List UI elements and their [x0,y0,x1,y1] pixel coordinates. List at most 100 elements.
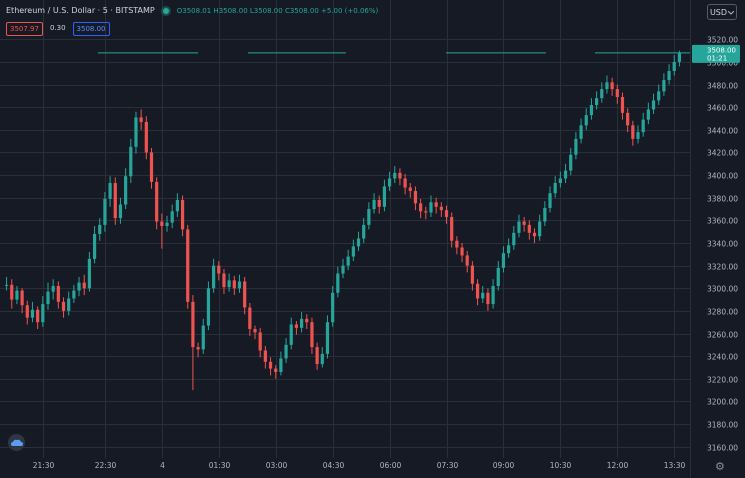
candle-body [279,358,283,372]
candle [201,318,205,354]
price-grid [0,39,690,448]
candle-body [222,273,226,288]
candle [92,226,97,264]
candle [455,236,459,255]
candle-body [289,324,293,345]
candle [258,327,262,358]
candle [367,202,371,230]
candle-body [294,324,299,328]
candle [465,250,469,273]
candle [517,214,521,238]
candle-body [87,258,92,289]
candle-body [574,138,578,155]
candle-body [20,290,24,306]
price-tick-label: 3300.00 [707,285,738,294]
candle-body [398,172,402,179]
candle-body [232,280,236,289]
candle [310,317,314,354]
candle [403,173,407,195]
candle-body [341,265,345,274]
candle [82,274,86,296]
candle [569,147,573,176]
chevron-down-icon [727,8,735,17]
candle-body [175,200,179,212]
candle-body [372,200,376,210]
candle-body [274,368,278,372]
candle [512,226,516,250]
candle [408,183,412,198]
tradingview-cloud-icon[interactable] [8,434,25,451]
candle [20,288,24,314]
candle-body [77,282,81,291]
candle-body [543,207,547,222]
candle-body [481,292,485,299]
buy-button[interactable]: 3508.00 [72,22,110,36]
price-tick-label: 3180.00 [707,421,738,430]
candle-body [331,292,335,323]
candle [331,286,335,327]
candle-body [124,176,128,205]
candle [450,212,454,248]
candle [641,112,645,137]
candle-body [25,305,29,318]
order-panel: 3507.97 0.30 3508.00 [6,22,110,36]
candle-body [263,350,267,362]
candle [439,202,443,217]
candle [419,198,423,219]
candle-body [408,187,412,191]
candle-body [677,52,682,62]
time-tick-label: 03:00 [266,461,288,470]
candle [77,276,81,297]
candle [237,274,242,293]
candle [61,297,66,318]
candle-body [563,170,568,179]
candle-body [646,109,650,120]
candle-body [36,309,40,323]
candle-body [667,71,671,81]
currency-label: USD [709,7,728,17]
price-tick-label: 3420.00 [707,149,738,158]
currency-button[interactable]: USD [707,4,737,20]
candle-body [356,238,361,247]
candle [372,193,376,214]
candle [341,258,345,279]
candle [574,132,578,160]
price-tick-label: 3480.00 [707,82,738,91]
candle [615,84,619,104]
price-axis[interactable]: 3160.00 3180.00 3200.00 3220.00 3240.00 3260.… [690,0,745,478]
candle-body [346,256,350,266]
bar-countdown: 01:21 [707,54,727,62]
sell-button[interactable]: 3507.97 [6,22,43,36]
candle [118,197,123,224]
candle [227,273,231,292]
candle-body [237,281,242,289]
candle [460,243,464,263]
candle [672,55,676,76]
candle [325,315,330,359]
candle [113,177,117,225]
price-tick-label: 3260.00 [707,331,738,340]
candle-body [310,322,314,348]
candle-body [51,286,55,292]
candle-body [517,221,521,233]
candle-body [325,322,330,354]
candle [217,261,221,281]
time-tick-label: 10:30 [550,461,572,470]
candle-body [522,221,526,225]
time-tick-label: 22:30 [95,461,117,470]
symbol-header[interactable]: Ethereum / U.S. Dollar · 5 · BITSTAMP O3… [6,6,378,15]
candle-body [113,183,117,219]
candle [320,347,324,368]
candle [124,168,128,210]
candle [4,276,9,291]
candle-body [501,253,506,268]
candle-body [465,255,469,266]
time-axis[interactable]: 21:30 22:30 4 01:30 03:00 04:30 06:00 07:30 09:0… [33,461,686,470]
candle-body [367,209,371,225]
gear-icon[interactable]: ⚙ [715,460,725,473]
candle-body [165,222,169,227]
candle-body [186,229,190,302]
price-tick-label: 3280.00 [707,308,738,317]
